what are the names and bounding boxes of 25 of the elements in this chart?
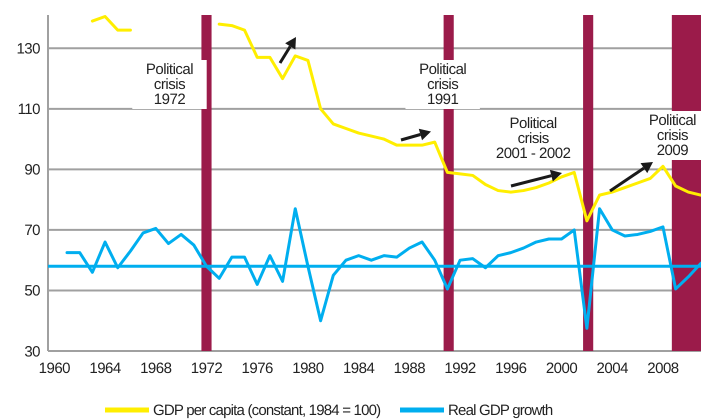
y-tick-label: 30 (24, 343, 40, 360)
y-tick-label: 50 (24, 282, 40, 300)
legend-label: GDP per capita (constant, 1984 = 100) (153, 402, 382, 419)
x-tick-label: 1996 (495, 360, 527, 377)
x-tick-label: 1960 (38, 360, 70, 377)
x-tick-label: 1972 (190, 360, 222, 377)
band-label: Political crisis 1991 (419, 61, 466, 108)
x-tick-label: 1964 (89, 360, 121, 377)
x-tick-label: 2008 (647, 360, 679, 377)
y-tick-label: 130 (16, 40, 40, 58)
band-label: Political crisis 2001 - 2002 (496, 115, 571, 162)
y-tick-label: 110 (18, 101, 40, 118)
legend-label: Real GDP growth (448, 402, 553, 419)
y-tick-label: 90 (24, 162, 40, 179)
x-tick-label: 2000 (546, 360, 578, 377)
x-tick-label: 1980 (292, 360, 324, 377)
band-label: Political crisis 1972 (146, 61, 194, 108)
x-tick-label: 1968 (140, 360, 172, 377)
x-tick-label: 1988 (394, 360, 426, 377)
x-tick-label: 1984 (342, 360, 374, 377)
band-label: Political crisis 2009 (648, 112, 696, 159)
y-tick-label: 70 (24, 222, 40, 240)
x-tick-label: 1976 (242, 360, 274, 377)
x-tick-label: 1992 (444, 360, 476, 377)
x-tick-label: 2004 (596, 360, 628, 377)
